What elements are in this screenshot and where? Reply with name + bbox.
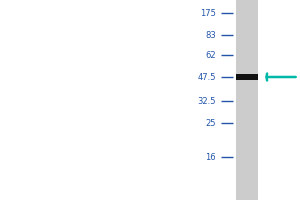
- Text: 83: 83: [205, 30, 216, 40]
- Bar: [236, 74, 258, 80]
- Bar: [236, 0, 258, 200]
- Text: 25: 25: [206, 118, 216, 128]
- Text: 16: 16: [206, 152, 216, 162]
- Text: 62: 62: [206, 50, 216, 60]
- Text: 175: 175: [200, 8, 216, 18]
- Text: 47.5: 47.5: [197, 72, 216, 82]
- Text: 32.5: 32.5: [197, 97, 216, 106]
